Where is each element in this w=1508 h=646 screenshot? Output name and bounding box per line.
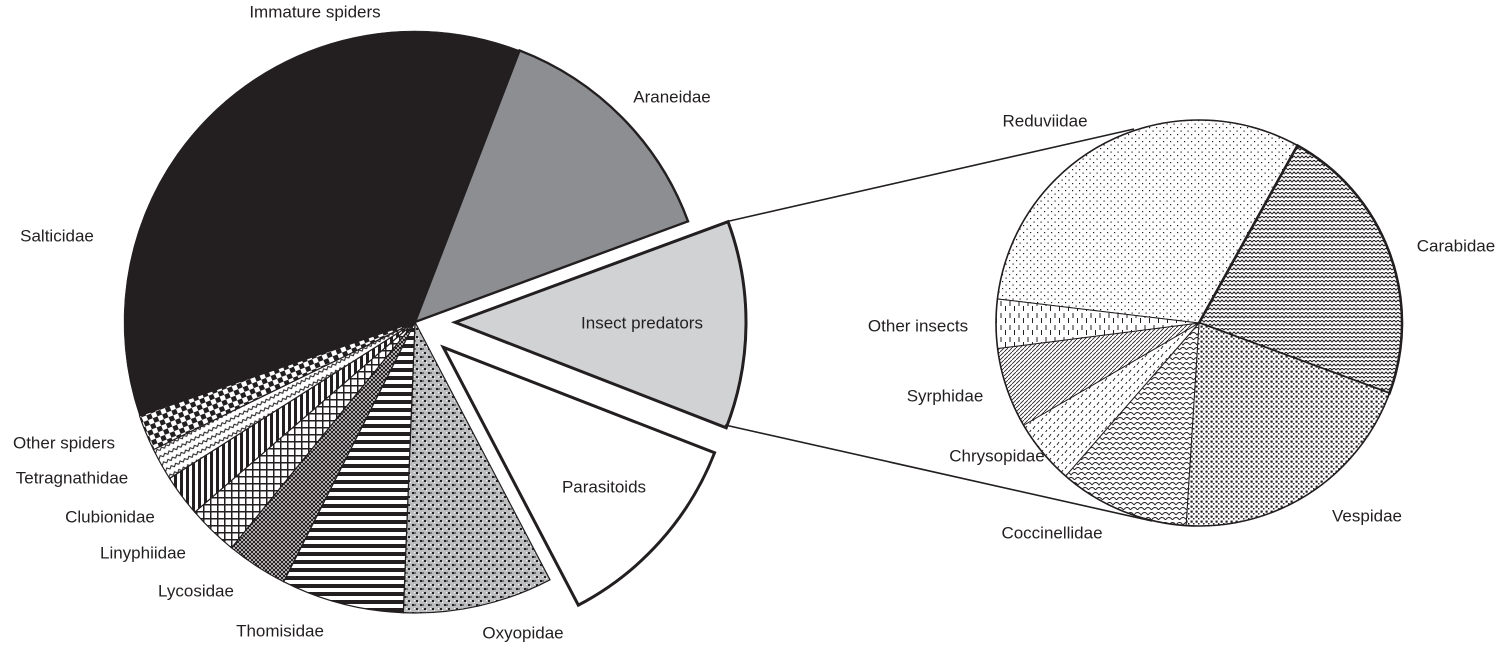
label-parasitoids: Parasitoids bbox=[561, 477, 647, 497]
label-immature-spiders: Immature spiders bbox=[249, 2, 381, 22]
label-insect-predators: Insect predators bbox=[581, 313, 703, 333]
pie-slice-insect-predators bbox=[450, 219, 748, 430]
label-lycosidae: Lycosidae bbox=[158, 581, 234, 601]
main-pie bbox=[123, 30, 748, 614]
label-clubionidae: Clubionidae bbox=[65, 507, 155, 527]
pie-slice-salticidae bbox=[123, 153, 416, 417]
label-salticidae: Salticidae bbox=[20, 226, 94, 246]
pie-slice-thomisidae bbox=[282, 321, 416, 614]
label-thomisidae: Thomisidae bbox=[236, 621, 324, 641]
label-linyphiidae: Linyphiidae bbox=[99, 543, 187, 563]
connector-line-lower bbox=[724, 424, 1153, 522]
pie-slice-immature-spiders bbox=[177, 30, 520, 323]
label-carabidae: Carabidae bbox=[1416, 236, 1496, 256]
pie-outline bbox=[995, 119, 1403, 527]
label-other-insects: Other insects bbox=[867, 316, 969, 336]
label-chrysopidae: Chrysopidae bbox=[949, 446, 1045, 466]
connector-line-upper bbox=[724, 128, 1135, 223]
label-araneidae: Araneidae bbox=[633, 87, 711, 107]
pie-slice-oxyopidae bbox=[402, 319, 551, 614]
pie-slice-parasitoids bbox=[440, 344, 717, 608]
label-syrphidae: Syrphidae bbox=[906, 386, 984, 406]
label-oxyopidae: Oxyopidae bbox=[482, 623, 564, 643]
label-tetragnathidae: Tetragnathidae bbox=[15, 468, 129, 488]
label-reduviidae: Reduviidae bbox=[1002, 111, 1088, 131]
label-other-spiders: Other spiders bbox=[12, 433, 116, 453]
pie-slice-other-spiders bbox=[138, 321, 416, 451]
label-coccinellidae: Coccinellidae bbox=[1001, 523, 1103, 543]
connector-lines bbox=[724, 128, 1153, 522]
pie-slice-araneidae bbox=[412, 48, 690, 325]
detail-pie bbox=[995, 119, 1404, 527]
label-vespidae: Vespidae bbox=[1332, 506, 1402, 526]
